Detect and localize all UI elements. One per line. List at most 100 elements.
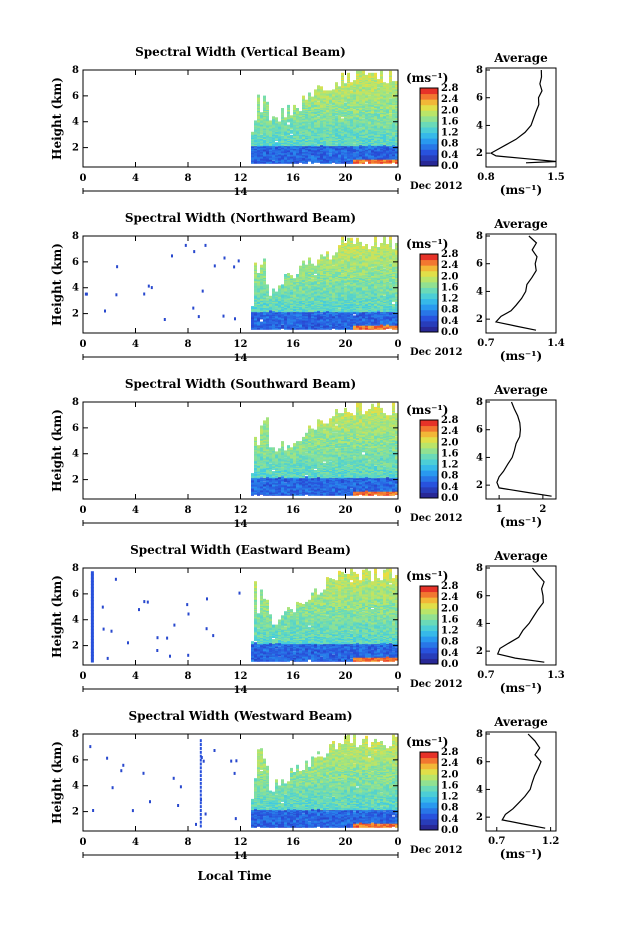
heatmap-cell [269,120,272,123]
heatmap-cell [377,79,380,82]
heatmap-cell [377,113,380,116]
heatmap-cell [341,274,344,277]
month-label: Dec 2012 [410,181,462,192]
heatmap-cell [347,73,350,76]
heatmap-cell [314,143,317,146]
heatmap-cell [353,80,356,83]
heatmap-cell [326,90,329,93]
panel-title: Spectral Width (Vertical Beam) [135,45,346,59]
heatmap-cell [254,263,257,266]
heatmap-cell [284,117,287,120]
colorbar-segment [420,110,438,116]
average-title: Average [493,51,548,65]
heatmap-cell [365,104,368,107]
heatmap-cell [308,93,311,96]
heatmap-cell [266,298,269,301]
heatmap-cell [266,102,269,105]
heatmap-cell [290,115,293,118]
x-tick-label: 0 [395,173,402,184]
heatmap-cell [278,285,281,288]
heatmap-cell [338,86,341,89]
heatmap-cell [311,264,314,267]
x-tick-label: 12 [234,173,248,184]
heatmap-cell [272,161,275,164]
heatmap-cell [272,289,275,292]
heatmap-cell [293,105,296,108]
y-tick-label: 4 [72,117,79,128]
heatmap-cell [290,130,293,133]
colorbar: (ms⁻¹)0.00.40.81.21.62.02.42.8 [406,71,458,172]
heatmap-cell [335,82,338,85]
heatmap-cell [377,87,380,90]
colorbar-tick-label: 0.8 [441,139,458,150]
colorbar-segment [420,99,438,105]
heatmap-cell [281,108,284,111]
colorbar-segment [420,149,438,155]
heatmap-cell [353,315,356,318]
heatmap-cell [347,83,350,86]
heatmap-cell [341,261,344,264]
avg-y-tick-label: 8 [476,65,483,76]
heatmap-cell [368,73,371,76]
heatmap-cell [317,116,320,119]
heatmap-cell [296,108,299,111]
heatmap-cell [296,319,299,322]
heatmap-cells [85,237,398,330]
heatmap-cell [251,306,254,309]
heatmap-cell [287,125,290,128]
heatmap-cell [314,89,317,92]
panel-title: Spectral Width (Northward Beam) [125,211,356,225]
heatmap-cell [311,156,314,159]
colorbar-segment [420,127,438,133]
avg-x-tick-label: 0.8 [477,172,494,183]
heatmap-cell [365,75,368,78]
x-tick-label: 8 [185,173,192,184]
heatmap-cell [335,143,338,146]
heatmap-cell [350,238,353,241]
y-axis-label: Height (km) [50,77,64,160]
heatmap-cell [326,251,329,254]
x-tick-label: 16 [286,173,300,184]
heatmap-cell [329,154,332,157]
heatmap-cell [338,308,341,311]
colorbar-tick-label: 0.0 [441,161,458,172]
heatmap-cell [287,105,290,108]
heatmap-cell [314,275,317,278]
heatmap-cell [371,73,374,76]
heatmap-cell [317,85,320,88]
y-tick-label: 6 [72,91,79,102]
heatmap-cell [356,238,359,241]
x-tick-label: 4 [132,173,139,184]
average-profile-line [491,70,556,163]
heatmap-cell [332,89,335,92]
heatmap-cell [389,99,392,102]
heatmap-cell [389,71,392,74]
heatmap-cell [392,81,395,84]
heatmap-cell [383,82,386,85]
heatmap-cell [329,90,332,93]
heatmap-cell [344,83,347,86]
heatmap-cell [305,100,308,103]
heatmap-cell [281,325,284,328]
heatmap-cell [308,124,311,127]
heatmap-cell [266,284,269,287]
heatmap-cell [353,143,356,146]
heatmap-cell [290,275,293,278]
heatmap-cell [293,278,296,281]
heatmap-cell [311,97,314,100]
heatmap-cell [362,71,365,74]
heatmap-cell [281,136,284,139]
heatmap-cell [257,95,260,98]
heatmap-cell [344,243,347,246]
heatmap-cell [332,303,335,306]
heatmap-cell [287,273,290,276]
heatmap-cell [269,296,272,299]
heatmap-cell [296,274,299,277]
heatmap-cell [281,284,284,287]
heatmap-cell [317,260,320,263]
heatmap-cell [263,96,266,99]
colorbar-segment [420,116,438,122]
heatmap-cell [353,244,356,247]
